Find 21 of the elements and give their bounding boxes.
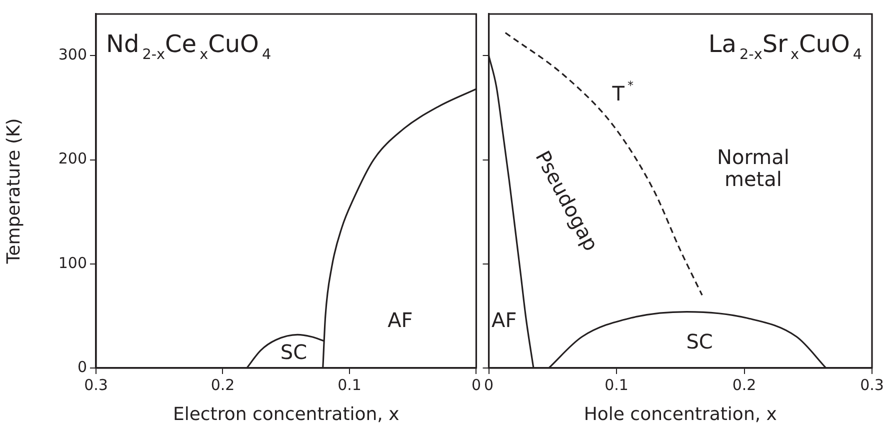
annotation: T*	[611, 78, 634, 106]
y-tick-label: 100	[58, 254, 87, 272]
x-axis-title: Electron concentration, x	[172, 404, 400, 425]
annotation: AF	[492, 308, 517, 332]
y-tick-label: 0	[77, 358, 87, 376]
annotation: Normal metal	[717, 144, 790, 191]
x-tick-label: 0.1	[338, 376, 362, 394]
y-tick-label: 200	[58, 150, 87, 168]
x-tick-label: 0	[484, 376, 494, 394]
y-axis-title: Temperature (K)	[3, 118, 24, 265]
annotation: SC	[686, 329, 713, 354]
x-tick-label: 0.1	[604, 376, 628, 394]
y-tick-label: 300	[58, 46, 87, 64]
x-tick-label: 0.2	[210, 376, 235, 394]
x-tick-label: 0.2	[732, 376, 756, 394]
annotation: AF	[388, 308, 413, 332]
x-axis-title: Hole concentration, x	[584, 404, 778, 425]
x-tick-label: 0.3	[860, 376, 884, 394]
annotation: SC	[280, 340, 308, 364]
x-tick-label: 0	[471, 376, 481, 394]
x-tick-label: 0.3	[84, 376, 108, 394]
